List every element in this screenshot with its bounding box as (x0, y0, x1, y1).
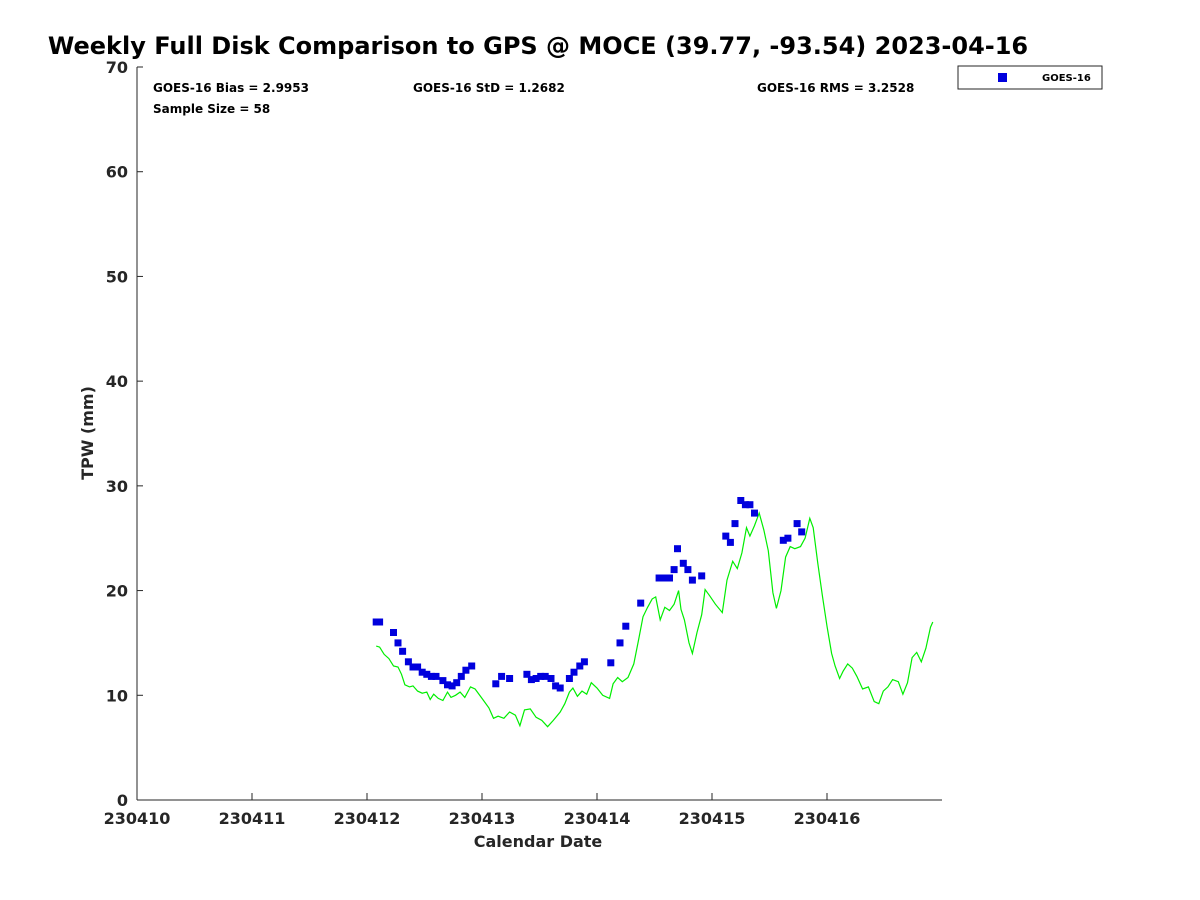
goes-point (444, 681, 451, 689)
goes-point (570, 668, 578, 676)
x-tick-label: 230415 (679, 809, 746, 828)
goes-point (655, 574, 663, 582)
goes-point (679, 559, 687, 567)
goes-point (684, 566, 692, 574)
goes-point (439, 677, 447, 685)
goes-point (670, 566, 678, 574)
chart-title: Weekly Full Disk Comparison to GPS @ MOC… (48, 32, 1028, 60)
goes-point (798, 528, 806, 536)
sample-size-stat: Sample Size = 58 (153, 102, 270, 116)
x-ticks: 230410 230411 230412 230413 230414 230415 2304… (104, 793, 861, 828)
goes-point (423, 670, 431, 678)
goes-point (622, 622, 630, 630)
goes-point (527, 676, 535, 684)
goes-point (432, 672, 440, 680)
goes-point (547, 675, 555, 682)
x-tick-label: 230411 (219, 809, 286, 828)
y-tick-label: 60 (106, 163, 128, 182)
goes-point (688, 576, 696, 584)
y-axis-label: TPW (mm) (78, 386, 97, 480)
goes-point (698, 572, 706, 580)
goes-point (731, 520, 739, 528)
y-tick-label: 50 (106, 267, 128, 286)
goes-series (372, 497, 806, 692)
goes-point (565, 675, 573, 682)
y-ticks: 0 10 20 30 40 50 60 70 (106, 58, 143, 810)
goes-point (448, 682, 456, 690)
goes-point (394, 639, 402, 647)
goes-point (537, 672, 545, 680)
goes-point (427, 672, 435, 680)
x-tick-label: 230416 (794, 809, 861, 828)
goes-point (737, 497, 745, 504)
y-tick-label: 70 (106, 58, 128, 77)
goes-point (556, 684, 564, 692)
goes-point (616, 639, 624, 647)
x-tick-label: 230412 (334, 809, 401, 828)
goes-point (580, 658, 588, 666)
y-tick-label: 0 (117, 791, 128, 810)
goes-point (607, 659, 615, 667)
gps-line (376, 511, 934, 728)
goes-point (726, 538, 734, 546)
legend: GOES-16 (957, 65, 1103, 90)
goes-point (552, 682, 560, 690)
y-tick-label: 40 (106, 372, 128, 391)
goes-point (741, 501, 749, 509)
bias-stat: GOES-16 Bias = 2.9953 (153, 81, 309, 95)
legend-marker (998, 73, 1007, 82)
goes-point (637, 599, 645, 607)
goes-point (414, 663, 422, 671)
y-tick-label: 30 (106, 477, 128, 496)
goes-point (746, 501, 754, 509)
goes-point (722, 532, 730, 540)
goes-point (751, 509, 758, 517)
x-axis-label: Calendar Date (474, 832, 603, 851)
goes-point (532, 675, 540, 682)
goes-point (399, 647, 407, 655)
goes-point (523, 670, 531, 678)
goes-point (660, 574, 668, 582)
x-tick-label: 230410 (104, 809, 171, 828)
goes-point (468, 662, 476, 670)
legend-box (957, 65, 1103, 90)
gps-series (376, 511, 934, 728)
goes-point (457, 672, 465, 680)
rms-stat: GOES-16 RMS = 3.2528 (757, 81, 914, 95)
goes-point (506, 675, 514, 682)
goes-point (492, 680, 500, 688)
goes-point (779, 536, 787, 544)
goes-point (453, 679, 461, 687)
goes-point (784, 534, 792, 542)
goes-point (666, 574, 673, 582)
goes-point (390, 629, 397, 636)
goes-point (674, 545, 681, 553)
y-tick-label: 20 (106, 582, 128, 601)
goes-point (409, 663, 417, 671)
goes-point (418, 668, 426, 676)
goes-point (541, 672, 549, 680)
legend-label: GOES-16 (1042, 73, 1091, 84)
goes-point (462, 666, 470, 674)
goes-point (498, 672, 506, 680)
y-tick-label: 10 (106, 686, 128, 705)
goes-point (404, 658, 412, 666)
goes-point (793, 520, 801, 528)
goes-point (576, 662, 584, 670)
x-tick-label: 230414 (564, 809, 631, 828)
std-stat: GOES-16 StD = 1.2682 (413, 81, 565, 95)
x-tick-label: 230413 (449, 809, 516, 828)
goes-point (376, 618, 384, 626)
